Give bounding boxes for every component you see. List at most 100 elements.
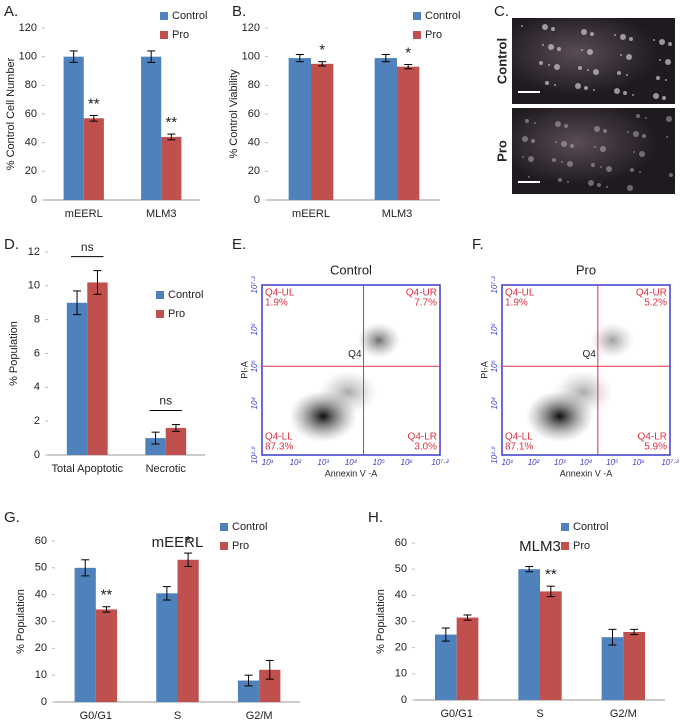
error-bar bbox=[404, 64, 413, 70]
plot-frame bbox=[501, 284, 671, 456]
plot-frame bbox=[261, 284, 441, 456]
y-tick-label: 30 bbox=[395, 615, 407, 627]
cell bbox=[522, 156, 524, 158]
y-tick-label: 0 bbox=[41, 696, 47, 708]
x-tick-label: mEERL bbox=[65, 208, 103, 220]
bar bbox=[63, 56, 84, 200]
significance: ** bbox=[545, 566, 557, 583]
cell bbox=[639, 171, 641, 173]
significance: ** bbox=[88, 95, 100, 112]
y-tick-label: 50 bbox=[35, 562, 47, 574]
cell bbox=[669, 173, 673, 177]
cell bbox=[581, 29, 587, 35]
error-bar bbox=[381, 54, 390, 63]
bar bbox=[623, 631, 645, 700]
x-tick-label: 10⁵ bbox=[373, 458, 386, 467]
legend-label: Pro bbox=[232, 540, 249, 552]
y-tick-label: 80 bbox=[25, 79, 37, 91]
x-tick-label: 10¹ bbox=[501, 458, 513, 467]
x-tick-label: 10⁴ bbox=[345, 458, 358, 467]
y-tick-label: 10 bbox=[395, 668, 407, 680]
cell bbox=[567, 161, 573, 167]
cell bbox=[626, 74, 628, 76]
error-bar bbox=[546, 585, 555, 598]
y-tick-label: 10⁷·² bbox=[490, 276, 499, 294]
cell bbox=[548, 44, 554, 50]
y-tick-label: 0 bbox=[34, 449, 40, 461]
cell bbox=[521, 25, 523, 27]
y-tick-label: 4 bbox=[34, 381, 40, 393]
panel-label: H. bbox=[368, 509, 383, 526]
chart-title: mEERL bbox=[152, 534, 204, 551]
y-tick-label: 10 bbox=[28, 280, 40, 292]
bar bbox=[601, 637, 624, 700]
cell bbox=[593, 69, 599, 75]
x-axis-label: Annexin V -A bbox=[325, 468, 378, 478]
bar bbox=[83, 118, 104, 200]
significance: ** bbox=[165, 114, 177, 131]
bar bbox=[66, 302, 88, 455]
cell bbox=[554, 64, 560, 70]
panel-label: G. bbox=[4, 509, 20, 526]
quadrant-percent: 1.9% bbox=[505, 298, 528, 309]
cell bbox=[575, 83, 581, 89]
cell bbox=[539, 61, 543, 65]
quadrant-name: Q4-UR bbox=[406, 288, 437, 299]
cell bbox=[525, 119, 529, 123]
cell bbox=[666, 116, 672, 122]
y-tick-label: 10²·⁶ bbox=[490, 446, 499, 464]
bar bbox=[540, 591, 562, 700]
error-bar bbox=[162, 586, 171, 601]
panel-label: C. bbox=[494, 3, 509, 20]
cell bbox=[587, 69, 589, 71]
bar bbox=[518, 569, 540, 700]
significance: ** bbox=[101, 587, 113, 604]
bar bbox=[456, 617, 479, 700]
cell bbox=[554, 84, 556, 86]
legend-swatch bbox=[561, 542, 569, 550]
y-tick-label: 40 bbox=[25, 137, 37, 149]
x-tick-label: G2/M bbox=[610, 708, 637, 720]
bar bbox=[156, 593, 178, 702]
quadrant-percent: 1.9% bbox=[265, 298, 288, 309]
quadrant-name: Q4-LL bbox=[265, 432, 293, 443]
y-tick-label: 60 bbox=[395, 537, 407, 549]
y-tick-label: 30 bbox=[35, 615, 47, 627]
error-bar bbox=[81, 559, 90, 577]
y-tick-label: 10⁶ bbox=[250, 323, 259, 336]
bar bbox=[87, 282, 108, 455]
y-tick-label: 60 bbox=[25, 108, 37, 120]
error-bar bbox=[441, 627, 450, 642]
cell bbox=[629, 37, 633, 41]
legend-swatch bbox=[160, 31, 168, 39]
cell bbox=[600, 146, 606, 152]
cell bbox=[627, 185, 633, 191]
image-label: Control bbox=[494, 38, 509, 84]
cell bbox=[552, 158, 556, 162]
cell bbox=[594, 146, 596, 148]
error-bar bbox=[318, 61, 327, 67]
y-tick-label: 10²·⁶ bbox=[250, 446, 259, 464]
x-tick-label: 10¹ bbox=[262, 458, 274, 467]
panel-label: B. bbox=[232, 3, 246, 20]
cell bbox=[594, 126, 600, 132]
y-tick-label: 10⁶ bbox=[490, 323, 499, 336]
error-bar bbox=[463, 614, 472, 621]
cell bbox=[593, 89, 595, 91]
y-tick-label: 40 bbox=[35, 589, 47, 601]
y-tick-label: 20 bbox=[25, 165, 37, 177]
y-tick-label: 10⁵ bbox=[250, 360, 259, 373]
cell bbox=[633, 151, 635, 153]
cell bbox=[545, 81, 549, 85]
bar bbox=[95, 609, 118, 702]
micrograph bbox=[512, 108, 675, 194]
error-bar bbox=[244, 674, 253, 687]
y-tick-label: 12 bbox=[28, 246, 40, 258]
y-tick-label: 60 bbox=[248, 108, 260, 120]
significance: * bbox=[319, 42, 325, 59]
y-axis-label: % Population bbox=[375, 589, 387, 654]
cell bbox=[606, 186, 608, 188]
cell bbox=[627, 131, 629, 133]
x-tick-label: G2/M bbox=[246, 710, 273, 720]
cell bbox=[636, 114, 640, 118]
